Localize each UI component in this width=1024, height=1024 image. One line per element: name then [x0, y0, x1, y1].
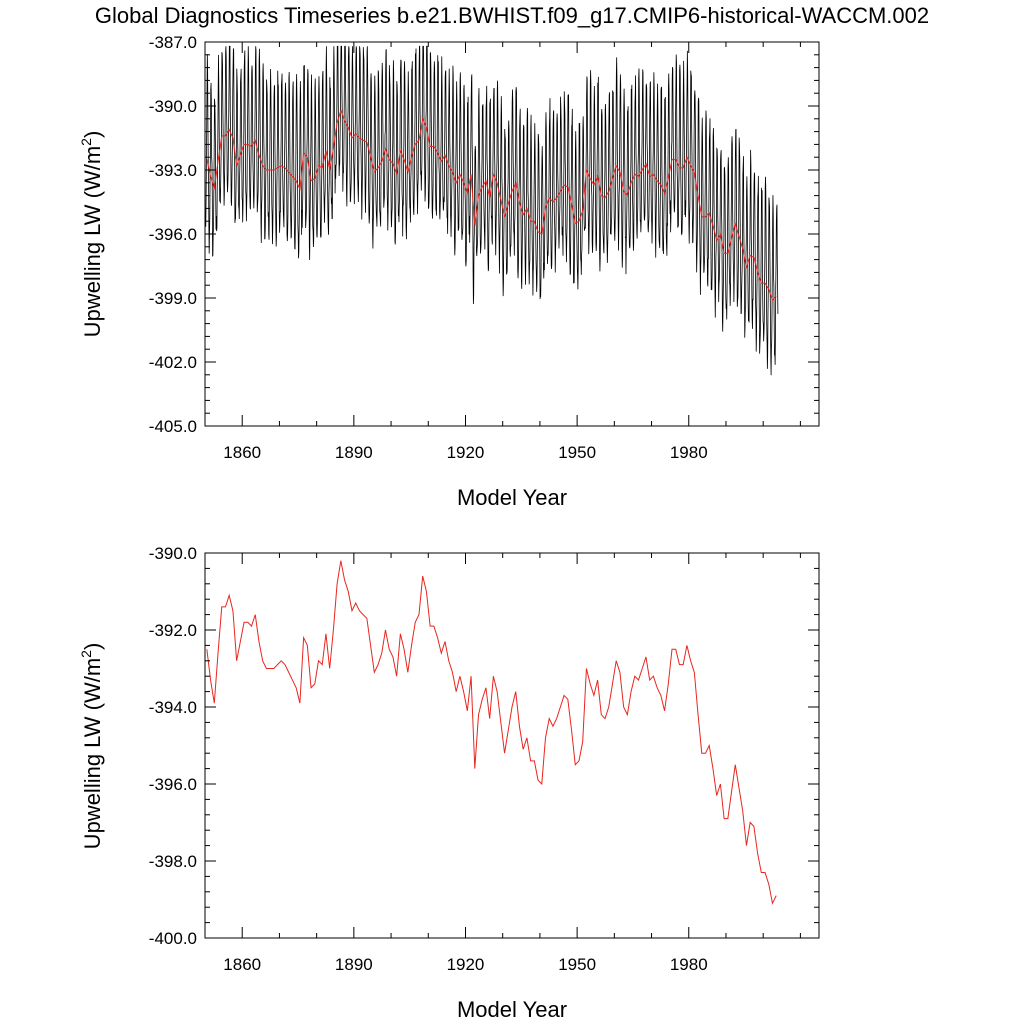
monthly-series-line: [205, 45, 779, 376]
axis-ticks: [204, 41, 819, 427]
y-axis-title-end: ): [80, 643, 105, 650]
y-axis-title-main: Upwelling LW (W/m: [80, 146, 105, 338]
y-axis-title-end: ): [80, 131, 105, 138]
y-axis-title: Upwelling LW (W/m2): [78, 131, 105, 338]
y-tick-label: -400.0: [149, 929, 197, 948]
x-tick-label: 1890: [335, 955, 373, 974]
y-tick-label: -399.0: [149, 289, 197, 308]
annual-mean-line: [206, 560, 777, 905]
x-tick-label: 1950: [558, 955, 596, 974]
y-tick-label: -387.0: [149, 33, 197, 52]
y-tick-label: -396.0: [149, 225, 197, 244]
y-axis-title-superscript: 2: [78, 650, 94, 658]
x-tick-label: 1860: [223, 443, 261, 462]
y-tick-labels: -390.0 -392.0 -394.0 -396.0 -398.0 -400.0: [149, 544, 197, 948]
annual-mean-line: [206, 108, 777, 302]
y-axis-title: Upwelling LW (W/m2): [78, 643, 105, 850]
x-axis-title: Model Year: [457, 997, 567, 1022]
y-tick-label: -390.0: [149, 97, 197, 116]
x-tick-labels: 1860 1890 1920 1950 1980: [223, 955, 707, 974]
plot-frame: [204, 552, 820, 939]
y-tick-labels: -387.0 -390.0 -393.0 -396.0 -399.0 -402.0 -405…: [149, 33, 197, 436]
chart-title: Global Diagnostics Timeseries b.e21.BWHI…: [95, 3, 929, 28]
annual-mean-series-line: [206, 560, 777, 905]
y-tick-label: -394.0: [149, 698, 197, 717]
y-tick-label: -402.0: [149, 353, 197, 372]
x-tick-label: 1950: [558, 443, 596, 462]
axis-ticks: [204, 552, 819, 939]
bottom-panel: 1860 1890 1920 1950 1980 -390.0-392.0-394.0-…: [78, 544, 820, 1022]
x-tick-label: 1890: [335, 443, 373, 462]
x-tick-label: 1920: [447, 955, 485, 974]
top-panel: 1860 1890 1920 1950 1980 -387.0-390.0-393.0-…: [78, 33, 820, 510]
x-tick-label: 1980: [670, 955, 708, 974]
x-tick-label: 1980: [670, 443, 708, 462]
annual-mean-series-line: [206, 108, 777, 302]
x-tick-label: 1860: [223, 955, 261, 974]
x-tick-label: 1920: [447, 443, 485, 462]
y-tick-label: -392.0: [149, 621, 197, 640]
y-tick-label: -390.0: [149, 544, 197, 563]
y-tick-label: -393.0: [149, 161, 197, 180]
y-axis-title-superscript: 2: [78, 138, 94, 146]
monthly-series-line: [205, 45, 779, 376]
y-tick-label: -396.0: [149, 775, 197, 794]
x-axis-title: Model Year: [457, 485, 567, 510]
y-axis-title-main: Upwelling LW (W/m: [80, 658, 105, 850]
y-tick-label: -405.0: [149, 417, 197, 436]
y-tick-label: -398.0: [149, 852, 197, 871]
x-tick-labels: 1860 1890 1920 1950 1980: [223, 443, 707, 462]
